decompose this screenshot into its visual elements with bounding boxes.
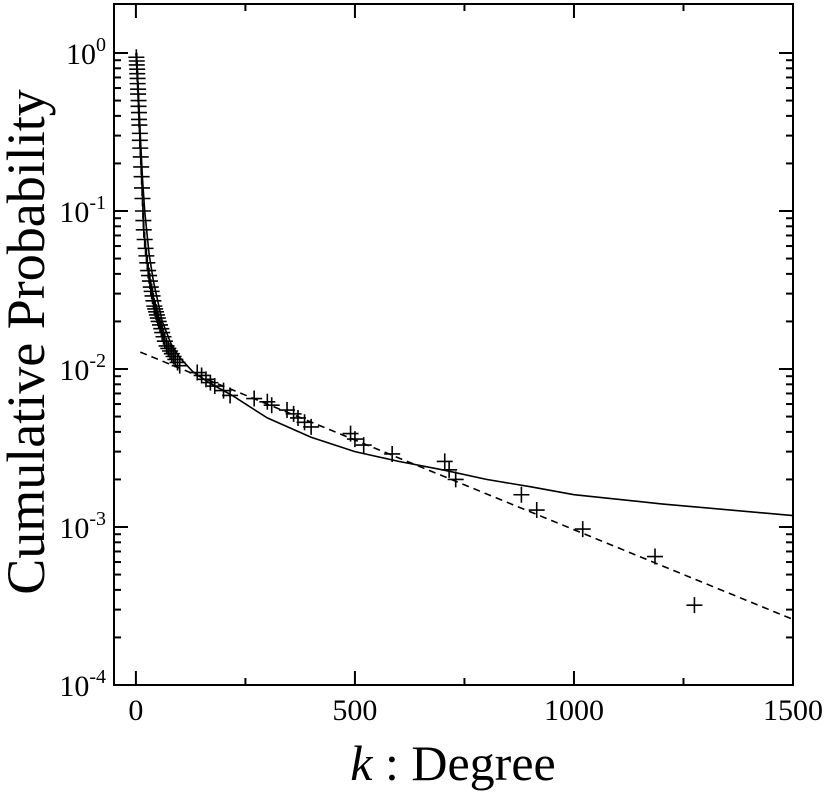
data-point — [528, 502, 545, 519]
plot-frame — [113, 3, 794, 686]
data-point — [148, 306, 165, 323]
data-point — [447, 471, 464, 488]
y-tick-label-exponent: -3 — [89, 508, 106, 530]
data-point — [149, 310, 166, 327]
data-point — [279, 402, 296, 419]
data-point — [135, 221, 152, 238]
y-tick-label: 10-4 — [59, 666, 106, 703]
y-tick-label-base: 10 — [59, 354, 89, 387]
y-axis-title: Cumulative Probability — [0, 89, 56, 594]
y-tick-label-base: 10 — [59, 512, 89, 545]
data-point — [436, 453, 453, 470]
data-point — [197, 371, 214, 388]
exponential-fit-line — [139, 351, 794, 621]
data-point — [150, 313, 167, 330]
y-tick-label: 10-1 — [59, 192, 106, 229]
data-point — [154, 324, 171, 341]
data-point — [189, 364, 206, 381]
data-point — [346, 431, 363, 448]
data-point — [137, 240, 154, 257]
data-point — [138, 247, 155, 264]
plot-content — [128, 49, 794, 621]
x-axis-title-rest: : Degree — [372, 735, 555, 791]
y-tick-label: 10-3 — [59, 508, 106, 545]
data-point — [285, 405, 302, 422]
y-tick-label: 10-2 — [59, 350, 106, 387]
x-tick-label: 1000 — [544, 694, 604, 727]
data-point — [259, 393, 276, 410]
data-point — [139, 254, 156, 271]
data-point — [686, 597, 703, 614]
data-point — [647, 548, 664, 565]
y-tick-label-base: 10 — [66, 38, 96, 71]
x-tick-label: 0 — [128, 694, 143, 727]
y-tick-label: 100 — [66, 34, 106, 71]
data-point — [513, 486, 530, 503]
data-point — [153, 320, 170, 337]
y-tick-label-exponent: -1 — [89, 192, 106, 214]
x-axis-title-var: k — [350, 735, 373, 791]
data-point — [574, 521, 591, 538]
data-point — [289, 409, 306, 426]
axis-ticks — [114, 4, 794, 686]
y-tick-label-exponent: -4 — [89, 666, 106, 688]
data-point — [136, 231, 153, 248]
data-point — [263, 397, 280, 414]
data-point — [148, 303, 165, 320]
model-curve-line — [135, 52, 794, 517]
x-tick-label: 500 — [332, 694, 377, 727]
y-tick-label-base: 10 — [59, 670, 89, 703]
y-tick-label-exponent: 0 — [96, 34, 106, 56]
x-axis-title: k : Degree — [350, 735, 555, 791]
data-point — [222, 387, 239, 404]
y-tick-label-base: 10 — [59, 196, 89, 229]
y-tick-label-exponent: -2 — [89, 350, 106, 372]
data-point — [142, 279, 159, 296]
x-tick-label: 1500 — [763, 694, 823, 727]
data-point — [151, 316, 168, 333]
